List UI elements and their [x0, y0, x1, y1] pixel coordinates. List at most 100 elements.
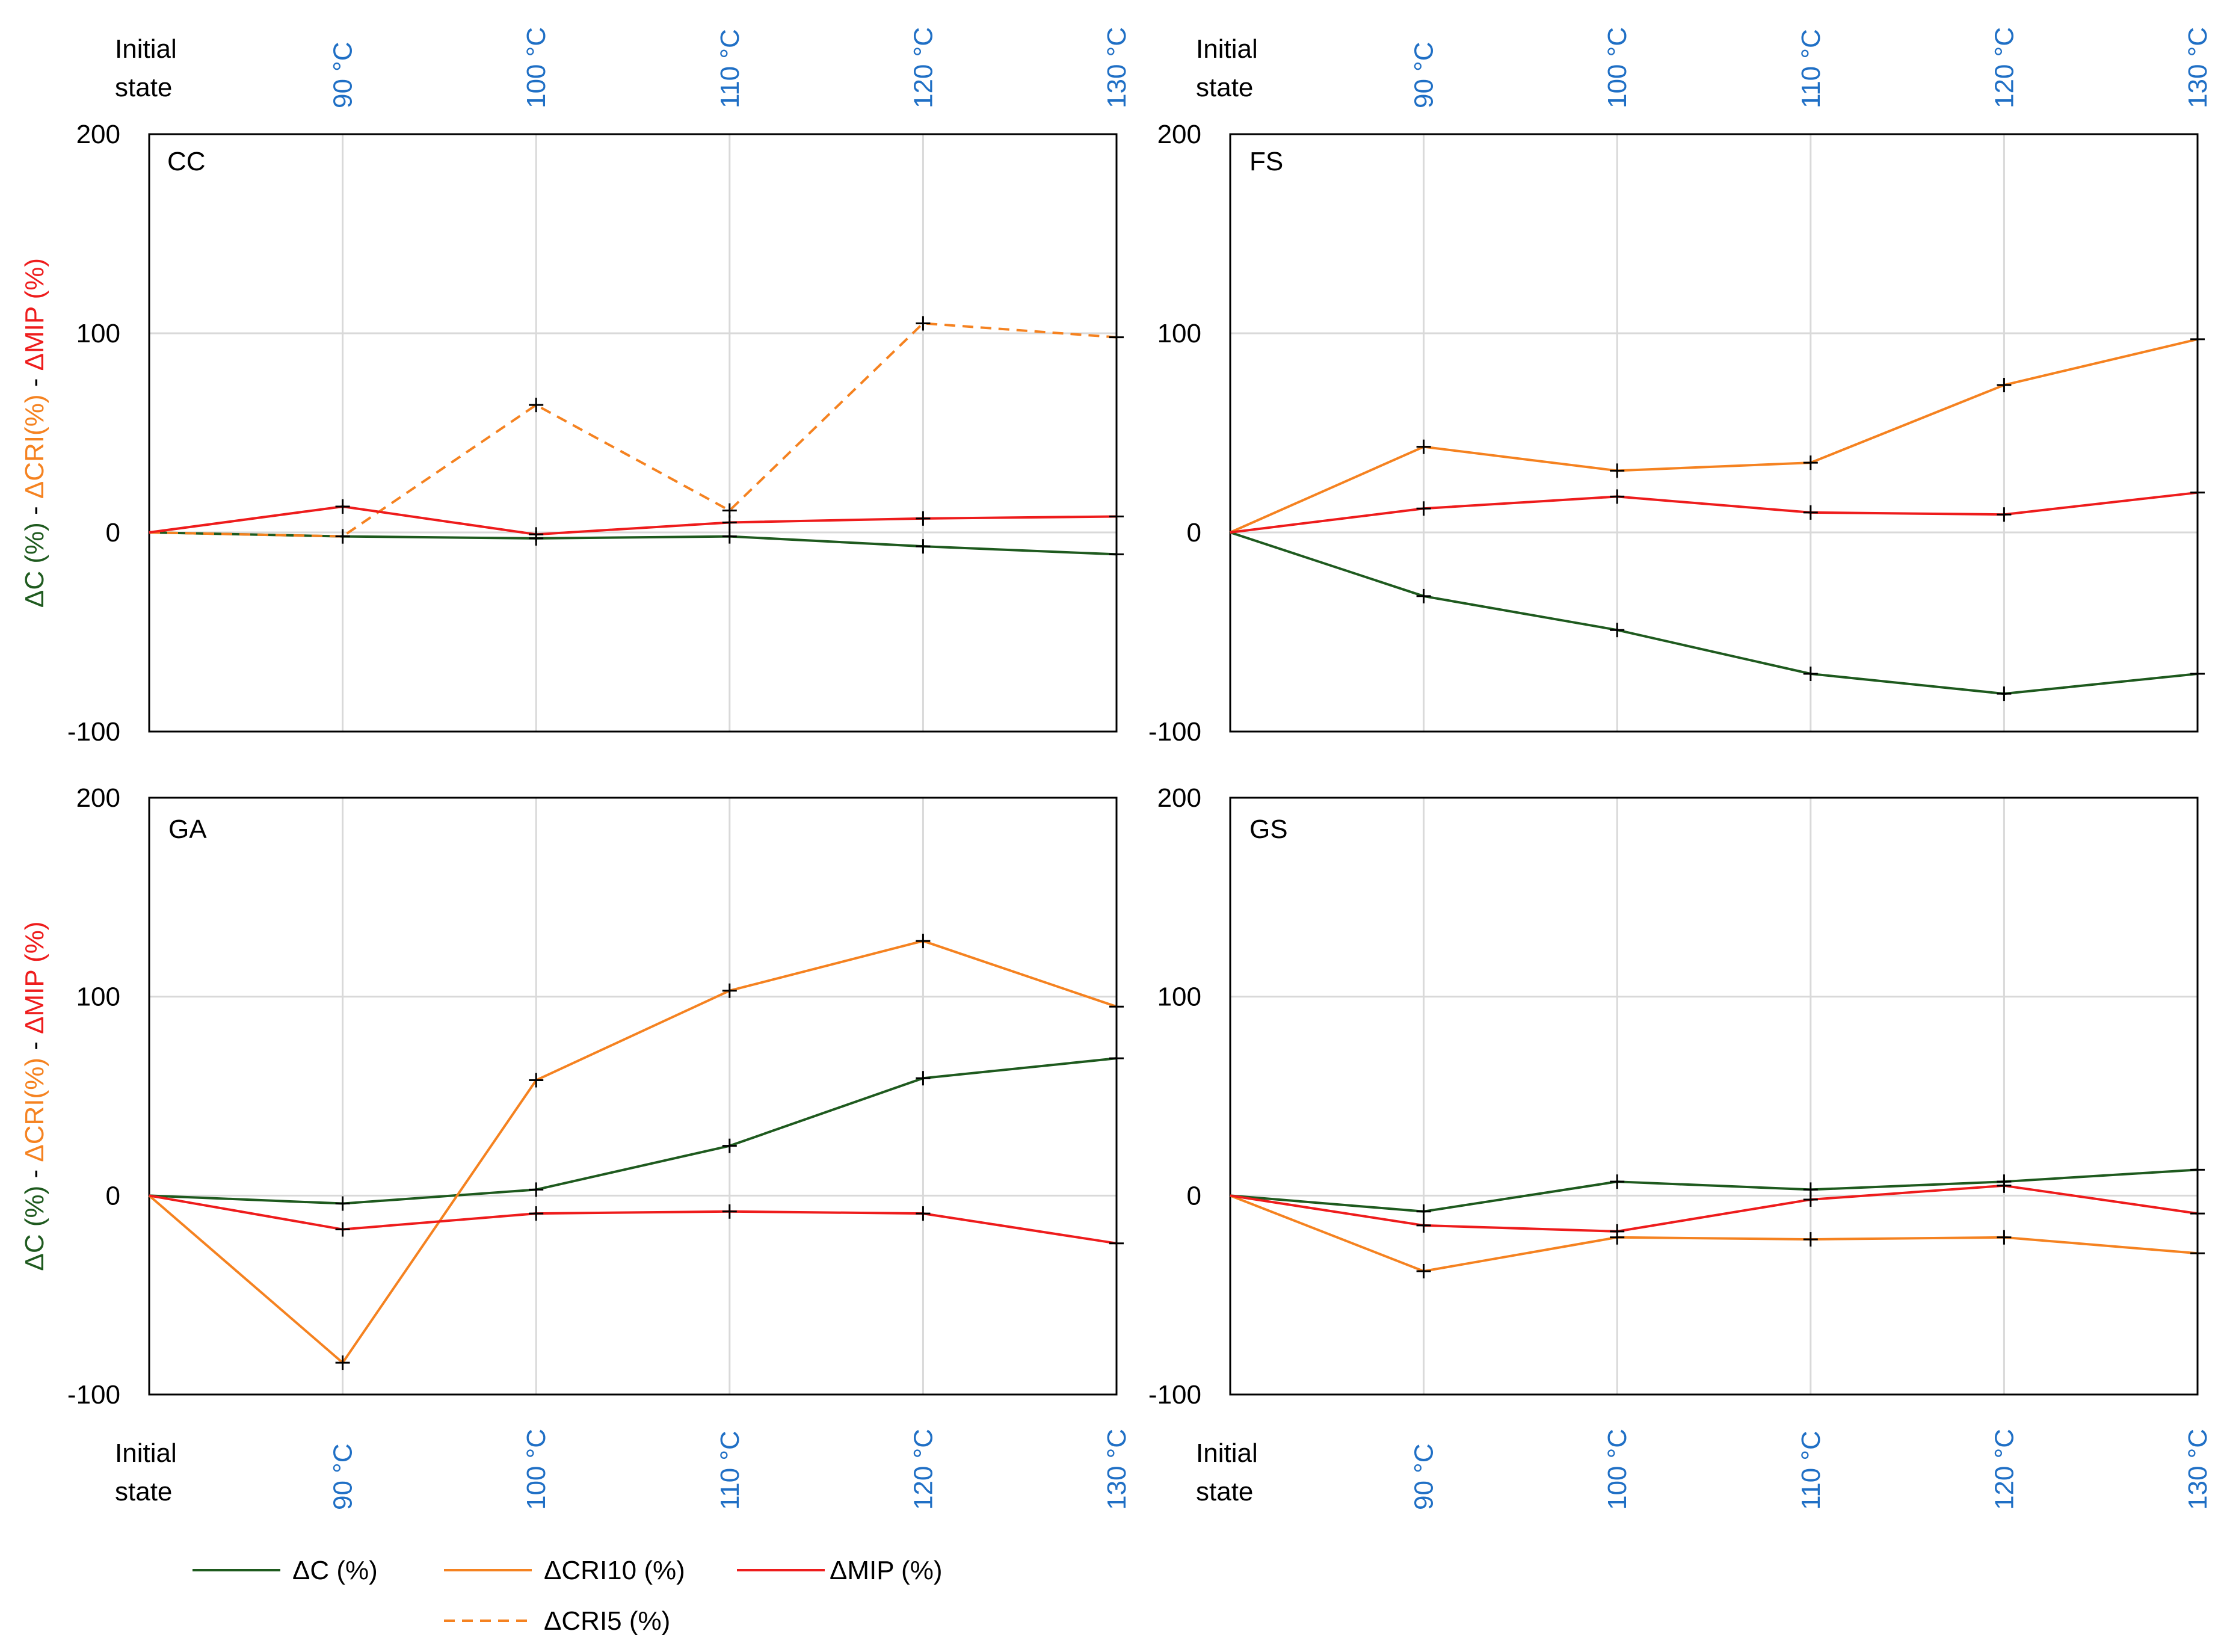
- data-point-dmip: [1416, 501, 1431, 516]
- series-line-dmip: [1230, 1184, 2198, 1233]
- plot-frame: [1229, 797, 2199, 1396]
- data-point-dc: [722, 1138, 737, 1153]
- data-point-dc: [1109, 547, 1124, 562]
- y-tick-label: -100: [1148, 1380, 1201, 1410]
- data-point-dc: [1109, 1051, 1124, 1066]
- y-tick-label: 100: [76, 319, 120, 348]
- data-point-dmip: [1997, 507, 2012, 522]
- y-axis-label-part: -: [20, 1162, 49, 1186]
- data-point-dmip: [1803, 1192, 1818, 1207]
- x-tick-label-temp: 130 °C: [1102, 27, 1132, 108]
- series-line-dmip: [1230, 491, 2198, 534]
- data-point-dcri10: [1803, 1232, 1818, 1247]
- x-tick-label-temp: 110 °C: [715, 1431, 745, 1510]
- data-point-dcri10: [916, 934, 931, 949]
- plot-frame: [148, 797, 1118, 1396]
- y-axis-label: ΔC (%) - ΔCRI(%) - ΔMIP (%): [20, 258, 49, 608]
- data-point-dmip: [1109, 1236, 1124, 1251]
- series-line-dmip: [149, 1194, 1117, 1245]
- y-axis-label-part: ΔMIP (%): [20, 921, 49, 1034]
- panel-gs: -100 0 100 200 GS Initial state 90 °C 100 °C 110 …: [1148, 783, 2213, 1510]
- x-tick-label-temp: 100 °C: [522, 27, 551, 108]
- y-axis-label-part: ΔC (%): [20, 522, 49, 608]
- x-tick-label-initial: state: [1196, 1477, 1253, 1506]
- x-tick-label-temp: 100 °C: [1603, 27, 1632, 108]
- data-point-dcri5: [529, 398, 544, 413]
- data-point-dcri10: [335, 1355, 350, 1370]
- x-tick-label-initial: Initial: [1196, 1438, 1258, 1468]
- y-tick-label: 100: [76, 982, 120, 1012]
- y-tick-label: -100: [1148, 717, 1201, 747]
- y-axis-label-part: ΔCRI(%): [20, 395, 49, 499]
- legend: ΔC (%) ΔCRI10 (%) ΔMIP (%) ΔCRI5 (%): [193, 1556, 942, 1636]
- data-point-dcri10: [1416, 1263, 1431, 1278]
- data-point-dc: [1416, 588, 1431, 603]
- data-point-dcri10: [1109, 999, 1124, 1014]
- y-tick-label: -100: [67, 717, 120, 747]
- y-tick-label: 100: [1157, 982, 1201, 1012]
- y-tick-label: 200: [1157, 120, 1201, 149]
- y-axis-label-part: -: [20, 499, 49, 522]
- x-tick-label-temp: 90 °C: [328, 42, 358, 108]
- y-tick-label: 0: [106, 1181, 120, 1210]
- data-point-dc: [916, 539, 931, 554]
- y-axis-label-part: ΔMIP (%): [20, 258, 49, 371]
- x-tick-label-temp: 90 °C: [1409, 1443, 1439, 1510]
- legend-label: ΔMIP (%): [830, 1556, 942, 1585]
- data-point-dmip: [1610, 1224, 1625, 1239]
- plot-frame: [148, 133, 1118, 733]
- x-tick-label-temp: 110 °C: [715, 29, 745, 108]
- data-point-dmip: [529, 1206, 544, 1221]
- legend-item-dcri5: ΔCRI5 (%): [444, 1606, 670, 1636]
- data-point-dmip: [916, 1206, 931, 1221]
- y-axis-label-part: ΔCRI(%): [20, 1058, 49, 1162]
- panel-label: CC: [167, 147, 206, 176]
- x-tick-label-temp: 100 °C: [1603, 1429, 1632, 1510]
- data-point-dmip: [1109, 509, 1124, 524]
- series-line-dcri10: [148, 940, 1117, 1364]
- data-point-dmip: [722, 515, 737, 530]
- data-point-dmip: [1610, 489, 1625, 504]
- y-axis-label-part: -: [20, 1034, 49, 1058]
- x-tick-label-initial: state: [1196, 73, 1253, 102]
- data-point-dmip: [335, 1222, 350, 1237]
- legend-item-dcri10: ΔCRI10 (%): [444, 1556, 685, 1585]
- x-tick-label-temp: 130 °C: [1102, 1429, 1132, 1510]
- series-line-dc: [149, 1057, 1117, 1205]
- data-point-dc: [1610, 1174, 1625, 1189]
- legend-item-dc: ΔC (%): [193, 1556, 378, 1585]
- panel-label: FS: [1249, 147, 1283, 176]
- series-line-dc: [1230, 531, 2198, 695]
- data-point-dc: [916, 1071, 931, 1086]
- series-line-dc: [149, 531, 1117, 556]
- panel-ga: -100 0 100 200 GA Initial state 90 °C 100 °C 110 …: [20, 783, 1132, 1510]
- x-tick-label-temp: 100 °C: [522, 1429, 551, 1510]
- y-tick-label: 200: [1157, 783, 1201, 813]
- x-tick-label-temp: 130 °C: [2183, 27, 2213, 108]
- data-point-dc: [529, 1182, 544, 1197]
- panel-cc: -100 0 100 200 CC Initial state 90 °C 100 °C 110 …: [20, 27, 1132, 747]
- x-tick-label-temp: 120 °C: [908, 27, 938, 108]
- x-tick-label-temp: 120 °C: [908, 1429, 938, 1510]
- x-tick-label-initial: Initial: [115, 1438, 177, 1468]
- data-point-dmip: [335, 499, 350, 514]
- plot-frame: [1229, 133, 2199, 733]
- x-tick-label-temp: 110 °C: [1796, 29, 1826, 108]
- x-tick-label-temp: 90 °C: [1409, 42, 1439, 108]
- data-point-dc: [1997, 686, 2012, 701]
- data-point-dmip: [2190, 485, 2205, 500]
- legend-label: ΔCRI5 (%): [544, 1606, 670, 1636]
- series-line-dc: [1230, 1168, 2198, 1213]
- x-tick-label-temp: 120 °C: [1989, 1429, 2019, 1510]
- x-tick-label-temp: 90 °C: [328, 1443, 358, 1510]
- data-point-dmip: [2190, 1206, 2205, 1221]
- x-tick-label-initial: state: [115, 73, 172, 102]
- data-point-dmip: [916, 511, 931, 526]
- x-tick-label-temp: 120 °C: [1989, 27, 2019, 108]
- x-tick-label-temp: 110 °C: [1796, 1431, 1826, 1510]
- series-line-dcri10: [1230, 1194, 2198, 1272]
- data-point-dcri10: [722, 983, 737, 998]
- y-tick-label: 100: [1157, 319, 1201, 348]
- data-point-dcri10: [1610, 463, 1625, 478]
